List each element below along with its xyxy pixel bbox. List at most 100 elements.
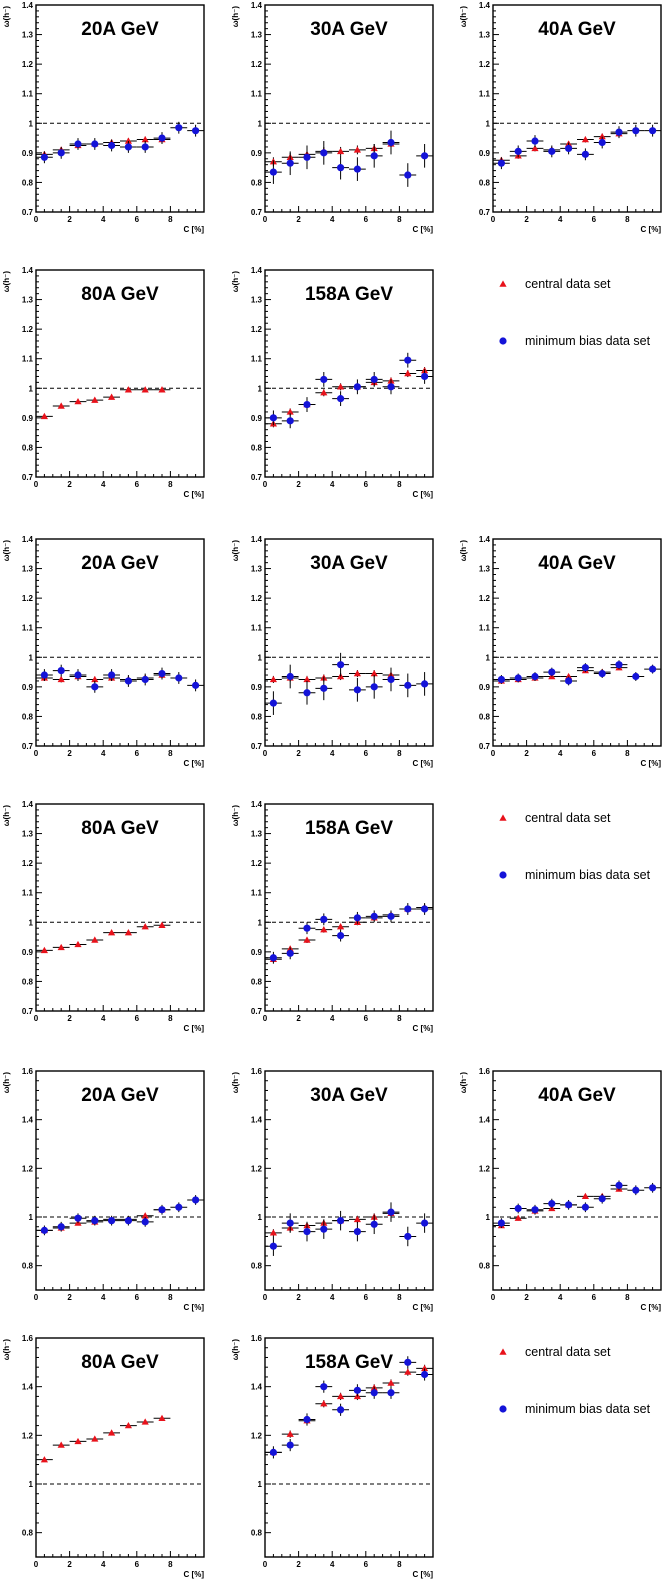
x-tick-label: 2 (296, 1293, 301, 1302)
min-bias-point (649, 665, 657, 673)
central-point (337, 383, 345, 390)
x-tick-label: 8 (168, 749, 173, 758)
y-tick-label: 1 (29, 1213, 34, 1222)
legend-circle-icon (499, 871, 507, 879)
y-tick-label: 0.7 (479, 208, 491, 217)
x-tick-label: 2 (67, 1293, 72, 1302)
min-bias-point (497, 1219, 505, 1227)
x-tick-label: 6 (364, 480, 369, 489)
legend-label: minimum bias data set (525, 868, 651, 882)
min-bias-point (387, 912, 395, 920)
panel-title: 40A GeV (538, 1085, 616, 1106)
min-bias-point (387, 1389, 395, 1397)
x-tick-label: 4 (101, 215, 106, 224)
y-tick-label: 1.2 (251, 325, 263, 334)
min-bias-point (303, 153, 311, 161)
min-bias-point (581, 1203, 590, 1211)
y-axis-label: ω(h⁻) (2, 271, 11, 293)
y-tick-label: 1.3 (251, 31, 263, 40)
x-tick-label: 8 (625, 215, 630, 224)
x-tick-label: 4 (330, 480, 335, 489)
y-tick-label: 1.2 (251, 60, 263, 69)
min-bias-point (141, 143, 149, 151)
min-bias-point (387, 675, 395, 684)
min-bias-point (57, 666, 65, 675)
y-tick-label: 1.1 (251, 889, 263, 898)
panel-7: 0.7 0.8 0.9 1 1.1 1.2 1.3 1.4 0 2 4 6 8 C [%] ω(h⁻) 30A… (231, 535, 434, 768)
central-point (57, 943, 65, 951)
y-axis-label: ω(h⁻) (459, 1072, 468, 1094)
legend-label: central data set (525, 811, 611, 825)
min-bias-point (303, 689, 311, 697)
x-tick-label: 6 (364, 749, 369, 758)
panel-12: 0.8 1 1.2 1.4 1.6 0 2 4 6 8 C [%] ω(h⁻) 30A GeV (231, 1067, 434, 1312)
y-tick-label: 1 (486, 1213, 491, 1222)
y-tick-label: 1 (29, 653, 34, 662)
central-point (370, 669, 378, 677)
central-point (57, 675, 65, 683)
x-tick-label: 4 (101, 1293, 106, 1302)
y-tick-label: 0.8 (251, 1262, 263, 1271)
y-axis-label: ω(h⁻) (2, 1072, 11, 1094)
central-point (124, 137, 132, 144)
y-tick-label: 1.3 (22, 296, 34, 305)
y-axis-label: ω(h⁻) (231, 6, 240, 28)
min-bias-point (124, 1217, 132, 1225)
x-tick-label: 2 (524, 749, 529, 758)
central-point (320, 389, 328, 396)
x-tick-label: 8 (168, 1293, 173, 1302)
panel-13: 0.8 1 1.2 1.4 1.6 0 2 4 6 8 C [%] ω(h⁻) 40A GeV (459, 1067, 662, 1312)
min-bias-point (353, 383, 361, 391)
x-axis-label: C [%] (184, 1303, 205, 1312)
min-bias-point (353, 1228, 361, 1236)
y-tick-label: 1.2 (251, 1164, 263, 1173)
min-bias-point (548, 668, 556, 676)
min-bias-point (649, 1184, 657, 1192)
min-bias-point (337, 395, 345, 403)
y-tick-label: 1.4 (479, 535, 491, 544)
y-tick-label: 1 (258, 653, 263, 662)
y-tick-label: 1.6 (22, 1067, 34, 1076)
y-tick-label: 0.8 (22, 443, 34, 452)
x-axis-label: C [%] (184, 1570, 205, 1579)
y-tick-label: 1.4 (251, 1383, 263, 1392)
min-bias-point (175, 124, 183, 132)
min-bias-point (141, 675, 149, 684)
panel-9: 0.7 0.8 0.9 1 1.1 1.2 1.3 1.4 0 2 4 6 8 C [%] ω(h⁻) 80A… (2, 800, 205, 1033)
x-tick-label: 2 (67, 215, 72, 224)
x-tick-label: 6 (135, 215, 140, 224)
min-bias-point (158, 669, 166, 678)
central-point (74, 397, 82, 405)
min-bias-point (158, 1206, 166, 1214)
y-tick-label: 1.2 (479, 1164, 491, 1173)
y-tick-label: 1.2 (22, 1431, 34, 1440)
central-point (108, 1429, 116, 1436)
legend-2: central data set minimum bias data set (499, 811, 651, 882)
central-point (421, 1364, 429, 1372)
y-tick-label: 1.2 (22, 60, 34, 69)
x-tick-label: 4 (330, 1293, 335, 1302)
central-point (404, 1368, 412, 1375)
y-tick-label: 1.2 (251, 1431, 263, 1440)
x-axis-label: C [%] (413, 490, 434, 499)
min-bias-point (303, 1228, 311, 1236)
x-tick-label: 2 (524, 1293, 529, 1302)
central-point (514, 1214, 522, 1221)
x-tick-label: 8 (397, 215, 402, 224)
min-bias-point (40, 671, 49, 679)
y-tick-label: 1 (258, 1213, 263, 1222)
min-bias-point (192, 127, 200, 135)
y-tick-label: 1 (486, 653, 491, 662)
min-bias-point (286, 949, 294, 957)
panel-14: 0.8 1 1.2 1.4 1.6 0 2 4 6 8 C [%] ω(h⁻) 80A GeV (2, 1334, 205, 1579)
min-bias-point (303, 1415, 311, 1424)
y-axis-label: ω(h⁻) (231, 805, 240, 827)
y-tick-label: 0.7 (251, 208, 263, 217)
y-tick-label: 0.8 (251, 712, 263, 721)
x-tick-label: 4 (558, 1293, 563, 1302)
y-axis-label: ω(h⁻) (2, 6, 11, 28)
min-bias-point (404, 681, 412, 689)
min-bias-point (108, 141, 116, 150)
y-tick-label: 0.9 (251, 683, 263, 692)
min-bias-point (192, 1196, 200, 1204)
